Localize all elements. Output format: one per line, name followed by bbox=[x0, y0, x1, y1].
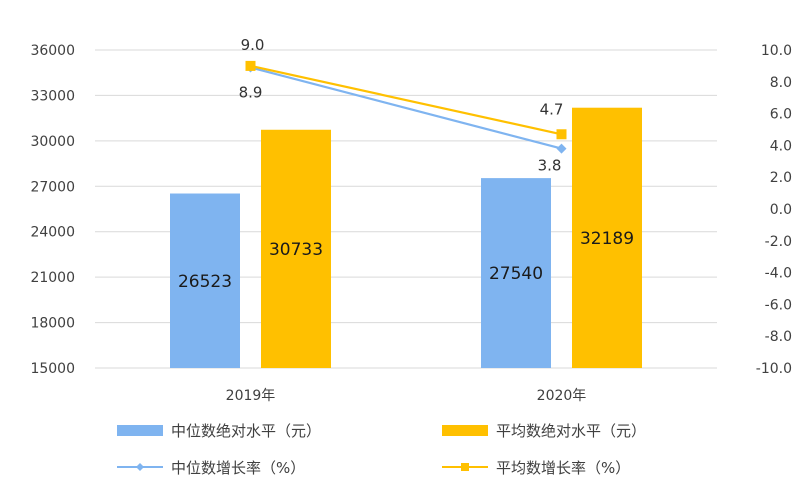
bar bbox=[170, 193, 240, 368]
legend-label: 中位数增长率（%） bbox=[171, 459, 305, 477]
left-tick-label: 18000 bbox=[30, 316, 75, 332]
point-data-label: 9.0 bbox=[241, 36, 265, 54]
series-line bbox=[250, 66, 562, 150]
left-tick-label: 33000 bbox=[30, 88, 75, 104]
right-tick-label: -4.0 bbox=[765, 266, 792, 282]
legend: 中位数绝对水平（元） 平均数绝对水平（元） 中位数增长率（%） 平均数增长率（%） bbox=[117, 422, 646, 477]
left-tick-label: 15000 bbox=[30, 361, 75, 377]
right-tick-label: -10.0 bbox=[756, 361, 792, 377]
bar bbox=[572, 107, 642, 369]
category-label: 2020年 bbox=[537, 388, 587, 404]
right-tick-label: -8.0 bbox=[765, 329, 792, 345]
category-axis: 2019年 2020年 bbox=[226, 388, 587, 404]
legend-marker bbox=[136, 463, 144, 471]
right-tick-label: 10.0 bbox=[761, 43, 792, 59]
legend-label: 平均数绝对水平（元） bbox=[496, 422, 646, 440]
point-data-label: 3.8 bbox=[538, 157, 562, 175]
legend-swatch bbox=[442, 425, 488, 436]
left-tick-label: 24000 bbox=[30, 225, 75, 241]
right-tick-label: 6.0 bbox=[770, 107, 792, 123]
right-tick-label: 8.0 bbox=[770, 75, 792, 91]
right-tick-label: -2.0 bbox=[765, 234, 792, 250]
right-axis: -10.0 -8.0 -6.0 -4.0 -2.0 0.0 2.0 4.0 6.0 8.0 10.0 bbox=[756, 43, 792, 377]
left-tick-label: 30000 bbox=[30, 134, 75, 150]
bar-data-label: 32189 bbox=[580, 229, 634, 249]
bar bbox=[481, 178, 551, 368]
bar-data-label: 26523 bbox=[178, 272, 232, 292]
legend-label: 平均数增长率（%） bbox=[496, 459, 630, 477]
left-axis: 15000 18000 21000 24000 27000 30000 33000 36000 bbox=[30, 43, 75, 377]
bar-data-label: 30733 bbox=[269, 240, 323, 260]
right-tick-label: -6.0 bbox=[765, 297, 792, 313]
legend-label: 中位数绝对水平（元） bbox=[171, 422, 321, 440]
line-point bbox=[556, 143, 567, 154]
left-tick-label: 36000 bbox=[30, 43, 75, 59]
legend-swatch bbox=[117, 425, 163, 436]
point-data-label: 8.9 bbox=[239, 83, 263, 101]
line-point bbox=[556, 129, 567, 140]
right-tick-label: 0.0 bbox=[770, 202, 792, 218]
left-tick-label: 27000 bbox=[30, 179, 75, 195]
series-line bbox=[250, 64, 562, 136]
point-data-label: 4.7 bbox=[540, 100, 564, 118]
right-tick-label: 2.0 bbox=[770, 170, 792, 186]
bars: 26523 30733 27540 32189 bbox=[170, 107, 642, 369]
bar bbox=[261, 129, 331, 368]
category-label: 2019年 bbox=[226, 388, 276, 404]
bar-data-label: 27540 bbox=[489, 264, 543, 284]
left-tick-label: 21000 bbox=[30, 270, 75, 286]
legend-marker bbox=[461, 463, 469, 471]
line-point bbox=[245, 60, 256, 71]
lines: 8.9 3.8 9.0 4.7 bbox=[239, 36, 567, 175]
right-tick-label: 4.0 bbox=[770, 138, 792, 154]
